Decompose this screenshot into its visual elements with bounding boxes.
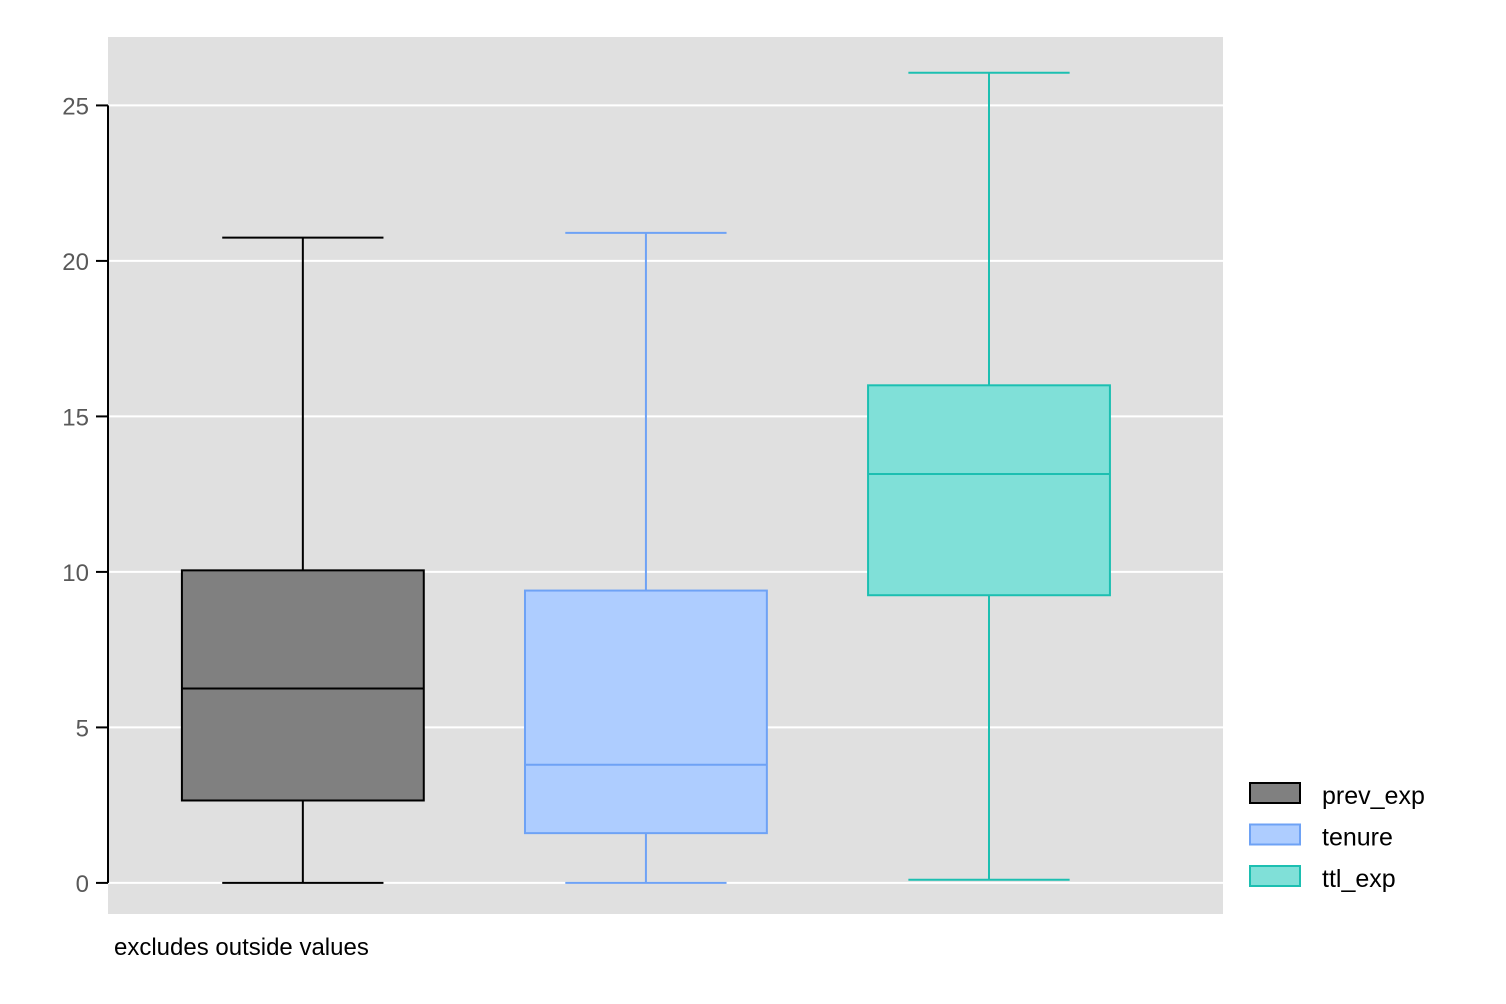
y-tick-label-5: 5 (76, 715, 89, 742)
box-ttl_exp (867, 71, 1111, 881)
legend-swatch-ttl_exp (1249, 865, 1301, 887)
legend-swatch-tenure (1249, 823, 1301, 846)
y-tick-label-0: 0 (76, 871, 89, 898)
iqr-box-tenure (523, 589, 768, 835)
y-tick-label-10: 10 (62, 560, 89, 587)
iqr-box-prev_exp (180, 569, 425, 802)
box-prev_exp (180, 236, 425, 884)
note-label: excludes outside values (114, 934, 369, 961)
y-tick-label-20: 20 (62, 249, 89, 276)
legend-item-prev_exp: prev_exp (1249, 782, 1425, 810)
legend-label-tenure: tenure (1322, 824, 1393, 852)
legend-label-ttl_exp: ttl_exp (1322, 865, 1396, 893)
boxes (180, 71, 1111, 884)
legend-item-tenure: tenure (1249, 823, 1393, 852)
legend-label-prev_exp: prev_exp (1322, 782, 1425, 810)
box-tenure (523, 231, 768, 884)
y-tick-label-15: 15 (62, 404, 89, 431)
legend-item-ttl_exp: ttl_exp (1249, 865, 1396, 893)
y-tick-label-25: 25 (62, 93, 89, 120)
y-axis: 0 5 10 15 20 25 (62, 93, 109, 898)
legend-swatch-prev_exp (1249, 782, 1301, 804)
iqr-box-ttl_exp (867, 384, 1111, 597)
